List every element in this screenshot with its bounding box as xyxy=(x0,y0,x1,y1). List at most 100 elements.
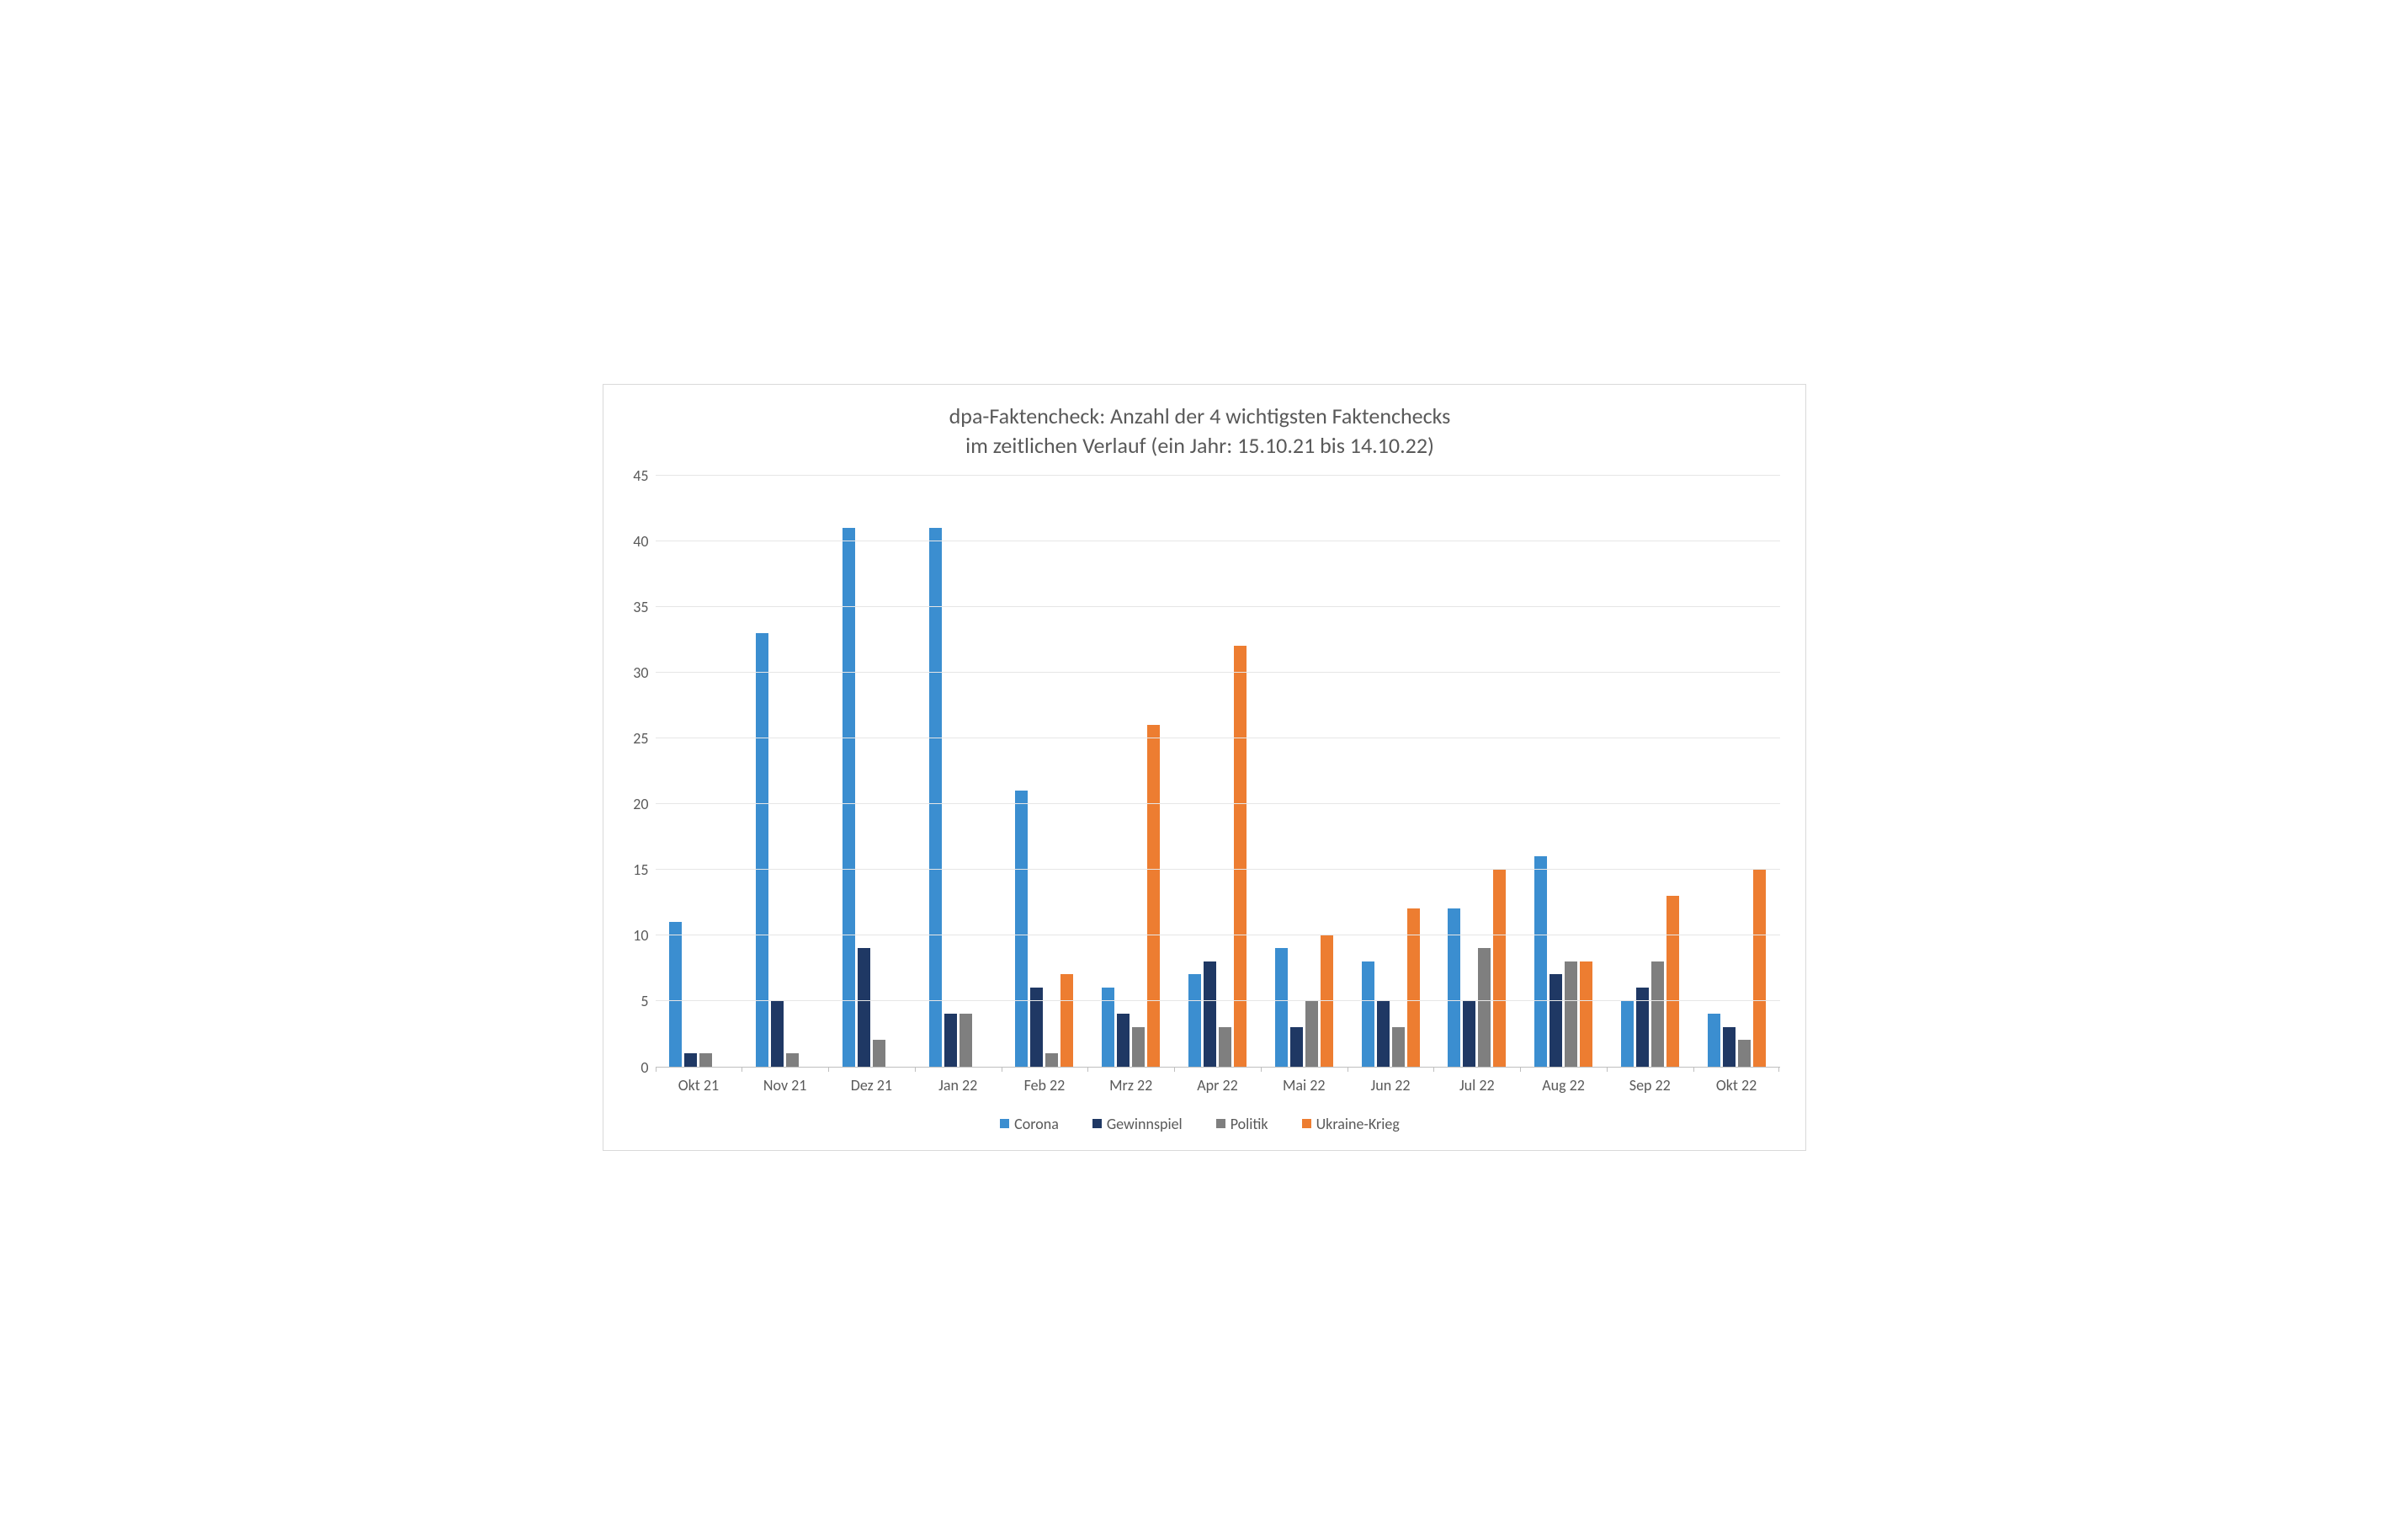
bar xyxy=(1407,908,1420,1066)
legend-swatch xyxy=(1092,1119,1102,1128)
bar xyxy=(1060,974,1073,1066)
y-tick-label: 20 xyxy=(620,795,649,813)
chart-title: dpa-Faktencheck: Anzahl der 4 wichtigste… xyxy=(620,402,1780,461)
bar xyxy=(1708,1014,1720,1066)
x-axis-label: Okt 22 xyxy=(1693,1076,1780,1095)
bar xyxy=(1377,1001,1390,1067)
x-axis-label: Nov 21 xyxy=(742,1076,828,1095)
bar xyxy=(873,1040,885,1066)
bar xyxy=(1188,974,1201,1066)
x-tick-mark xyxy=(828,1067,829,1072)
bar xyxy=(1132,1027,1145,1067)
legend: CoronaGewinnspielPolitikUkraine-Krieg xyxy=(620,1115,1780,1133)
bars-layer xyxy=(656,476,1780,1067)
bar xyxy=(699,1053,712,1067)
month-group xyxy=(915,476,1002,1067)
month-group xyxy=(1348,476,1434,1067)
bar xyxy=(1219,1027,1231,1067)
bar xyxy=(1666,896,1679,1067)
bar xyxy=(1234,646,1247,1066)
bar xyxy=(929,528,942,1066)
bar xyxy=(786,1053,799,1067)
x-tick-mark xyxy=(1607,1067,1608,1072)
x-axis-label: Sep 22 xyxy=(1607,1076,1693,1095)
gridline xyxy=(656,672,1780,673)
bar xyxy=(1493,870,1506,1067)
bar xyxy=(1117,1014,1130,1066)
y-tick-label: 25 xyxy=(620,729,649,748)
legend-item: Politik xyxy=(1216,1115,1268,1133)
x-tick-mark xyxy=(1261,1067,1262,1072)
bar xyxy=(1478,948,1491,1066)
x-tick-mark xyxy=(1433,1067,1434,1072)
y-tick-label: 35 xyxy=(620,598,649,616)
legend-swatch xyxy=(1000,1119,1009,1128)
x-axis-label: Feb 22 xyxy=(1002,1076,1088,1095)
legend-swatch xyxy=(1302,1119,1311,1128)
x-axis-label: Dez 21 xyxy=(828,1076,915,1095)
bar xyxy=(1753,870,1766,1067)
x-tick-mark xyxy=(1174,1067,1175,1072)
x-axis-label: Mrz 22 xyxy=(1087,1076,1174,1095)
x-tick-mark xyxy=(1520,1067,1521,1072)
y-tick-label: 10 xyxy=(620,926,649,945)
plot-row: 051015202530354045 xyxy=(620,476,1780,1068)
x-axis-label: Jun 22 xyxy=(1348,1076,1434,1095)
gridline xyxy=(656,1000,1780,1001)
x-tick-mark xyxy=(1778,1067,1779,1072)
y-axis: 051015202530354045 xyxy=(620,476,656,1068)
y-tick-label: 40 xyxy=(620,532,649,551)
month-group xyxy=(1520,476,1607,1067)
month-group xyxy=(828,476,915,1067)
bar xyxy=(669,922,682,1067)
month-group xyxy=(656,476,742,1067)
bar xyxy=(771,1001,784,1067)
plot-area xyxy=(656,476,1780,1068)
bar xyxy=(1621,1001,1634,1067)
month-group xyxy=(1087,476,1174,1067)
y-tick-label: 30 xyxy=(620,663,649,682)
month-group xyxy=(1174,476,1261,1067)
bar xyxy=(1580,961,1592,1067)
x-axis-label: Jul 22 xyxy=(1433,1076,1520,1095)
y-tick-label: 15 xyxy=(620,860,649,879)
chart-title-line1: dpa-Faktencheck: Anzahl der 4 wichtigste… xyxy=(949,402,1451,429)
bar xyxy=(1565,961,1577,1067)
month-group xyxy=(1693,476,1780,1067)
bar xyxy=(1275,948,1288,1066)
bar xyxy=(756,633,768,1067)
bar xyxy=(1204,961,1216,1067)
bar xyxy=(1305,1001,1318,1067)
bar xyxy=(684,1053,697,1067)
gridline xyxy=(656,869,1780,870)
month-group xyxy=(1607,476,1693,1067)
x-axis-label: Apr 22 xyxy=(1174,1076,1261,1095)
gridline xyxy=(656,803,1780,804)
y-tick-label: 45 xyxy=(620,466,649,485)
bar xyxy=(944,1014,957,1066)
x-tick-mark xyxy=(1693,1067,1694,1072)
bar xyxy=(1448,908,1460,1066)
bar xyxy=(1015,791,1028,1067)
bar xyxy=(1550,974,1562,1066)
month-group xyxy=(742,476,828,1067)
bar xyxy=(1362,961,1374,1067)
plot-wrapper: 051015202530354045 Okt 21Nov 21Dez 21Jan… xyxy=(620,476,1780,1133)
x-axis-label: Mai 22 xyxy=(1261,1076,1348,1095)
bar xyxy=(1392,1027,1405,1067)
chart-title-line2: im zeitlichen Verlauf (ein Jahr: 15.10.2… xyxy=(965,432,1434,459)
bar xyxy=(1045,1053,1058,1067)
legend-item: Gewinnspiel xyxy=(1092,1115,1183,1133)
chart-container: dpa-Faktencheck: Anzahl der 4 wichtigste… xyxy=(603,384,1806,1151)
month-group xyxy=(1002,476,1088,1067)
bar xyxy=(1290,1027,1303,1067)
bar xyxy=(1534,856,1547,1067)
gridline xyxy=(656,606,1780,607)
month-group xyxy=(1433,476,1520,1067)
bar xyxy=(959,1014,972,1066)
bar xyxy=(1738,1040,1751,1066)
bar xyxy=(1463,1001,1475,1067)
bar xyxy=(1723,1027,1736,1067)
x-tick-mark xyxy=(915,1067,916,1072)
legend-label: Politik xyxy=(1231,1115,1268,1133)
